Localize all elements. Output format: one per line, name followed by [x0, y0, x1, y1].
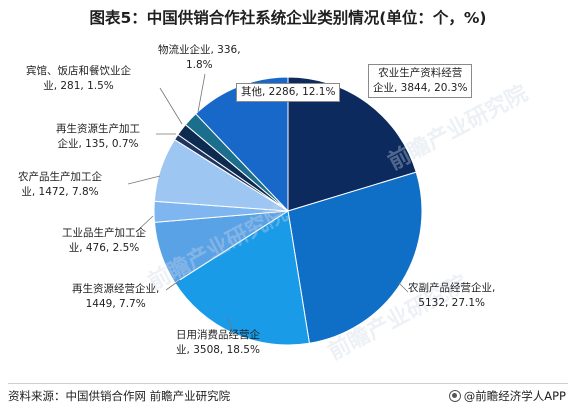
brand-logo-icon — [448, 390, 461, 402]
label-ag-processing-line1: 农产品生产加工企 — [18, 171, 102, 183]
brand-credit: @前瞻经济学人APP — [448, 388, 566, 404]
label-other: 其他, 2286, 12.1% — [236, 83, 341, 102]
leader-line-recycle-biz — [165, 279, 181, 291]
leader-line-ag-processing — [127, 175, 161, 185]
label-logistics-line1: 物流业企业, 336, — [158, 44, 241, 56]
label-industrial: 工业品生产加工企 业, 476, 2.5% — [62, 226, 146, 256]
chart-title: 图表5：中国供销合作社系统企业类别情况(单位：个，%) — [89, 9, 487, 27]
label-ag-sideline: 农副产品经营企业, 5132, 27.1% — [408, 281, 495, 311]
label-ag-supply: 农业生产资料经营 企业, 3844, 20.3% — [368, 64, 473, 98]
pie-slice — [174, 210, 310, 346]
label-recycle-proc-line2: 企业, 135, 0.7% — [57, 138, 139, 150]
label-ag-processing: 农产品生产加工企 业, 1472, 7.8% — [18, 170, 102, 200]
label-hotel-line2: 业, 281, 1.5% — [43, 80, 114, 92]
label-recycle-biz-line2: 1449, 7.7% — [85, 298, 146, 310]
label-industrial-line2: 业, 476, 2.5% — [68, 242, 140, 254]
leader-line-daily — [227, 317, 233, 331]
pie-slice — [287, 171, 423, 344]
label-hotel-line1: 宾馆、饭店和餐饮业企 — [26, 65, 131, 77]
label-recycle-proc: 再生资源生产加工 企业, 135, 0.7% — [56, 122, 140, 152]
label-hotel: 宾馆、饭店和餐饮业企 业, 281, 1.5% — [26, 64, 131, 94]
label-logistics: 物流业企业, 336, 1.8% — [158, 43, 241, 73]
label-daily-line1: 日用消费品经营企 — [176, 329, 260, 341]
label-daily-line2: 业, 3508, 18.5% — [176, 344, 260, 356]
label-recycle-biz-line1: 再生资源经营企业, — [72, 283, 160, 295]
label-logistics-line2: 1.8% — [185, 59, 213, 71]
label-daily: 日用消费品经营企 业, 3508, 18.5% — [176, 328, 260, 358]
leader-line-ag-sideline — [397, 281, 409, 293]
pie-slice — [287, 76, 417, 212]
label-other-line1: 其他, 2286, 12.1% — [241, 86, 336, 98]
label-recycle-biz: 再生资源经营企业, 1449, 7.7% — [72, 282, 159, 312]
leader-line-logistics — [197, 73, 206, 113]
leader-line-industrial — [135, 215, 154, 233]
label-ag-supply-line2: 企业, 3844, 20.3% — [373, 82, 468, 94]
leader-line-hotel — [159, 87, 183, 125]
label-ag-processing-line2: 业, 1472, 7.8% — [21, 186, 99, 198]
label-ag-supply-line1: 农业生产资料经营 — [378, 67, 463, 79]
leader-lines — [127, 73, 409, 331]
label-industrial-line1: 工业品生产加工企 — [62, 227, 146, 239]
source-note: 资料来源：中国供销合作网 前瞻产业研究院 — [8, 389, 231, 403]
label-ag-sideline-line1: 农副产品经营企业, — [408, 282, 496, 294]
pie-slices — [153, 76, 423, 346]
label-recycle-proc-line1: 再生资源生产加工 — [56, 123, 140, 135]
brand-credit-text: @前瞻经济学人APP — [463, 389, 566, 403]
footer-divider — [8, 383, 568, 384]
label-ag-sideline-line2: 5132, 27.1% — [418, 297, 486, 309]
